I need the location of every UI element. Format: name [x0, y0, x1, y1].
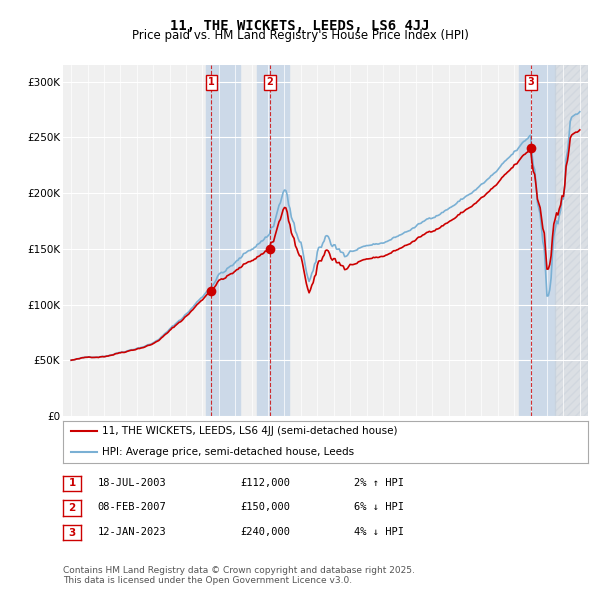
Text: 2: 2 [266, 77, 273, 87]
Text: 11, THE WICKETS, LEEDS, LS6 4JJ: 11, THE WICKETS, LEEDS, LS6 4JJ [170, 19, 430, 33]
Text: Contains HM Land Registry data © Crown copyright and database right 2025.
This d: Contains HM Land Registry data © Crown c… [63, 566, 415, 585]
Text: 11, THE WICKETS, LEEDS, LS6 4JJ (semi-detached house): 11, THE WICKETS, LEEDS, LS6 4JJ (semi-de… [103, 427, 398, 436]
Text: £240,000: £240,000 [240, 527, 290, 537]
Bar [257, 65, 289, 416]
Text: 3: 3 [528, 77, 535, 87]
Text: Price paid vs. HM Land Registry's House Price Index (HPI): Price paid vs. HM Land Registry's House … [131, 30, 469, 42]
Text: 1: 1 [208, 77, 215, 87]
Text: 1: 1 [68, 478, 76, 488]
Text: HPI: Average price, semi-detached house, Leeds: HPI: Average price, semi-detached house,… [103, 447, 355, 457]
Text: 6% ↓ HPI: 6% ↓ HPI [354, 503, 404, 512]
Bar [519, 65, 555, 416]
Text: 3: 3 [68, 528, 76, 537]
Text: 08-FEB-2007: 08-FEB-2007 [98, 503, 167, 512]
Text: 4% ↓ HPI: 4% ↓ HPI [354, 527, 404, 537]
Text: 2: 2 [68, 503, 76, 513]
Text: £112,000: £112,000 [240, 478, 290, 487]
Text: £150,000: £150,000 [240, 503, 290, 512]
Text: 18-JUL-2003: 18-JUL-2003 [98, 478, 167, 487]
Bar [555, 65, 588, 416]
Text: 12-JAN-2023: 12-JAN-2023 [98, 527, 167, 537]
Bar [206, 65, 240, 416]
Text: 2% ↑ HPI: 2% ↑ HPI [354, 478, 404, 487]
